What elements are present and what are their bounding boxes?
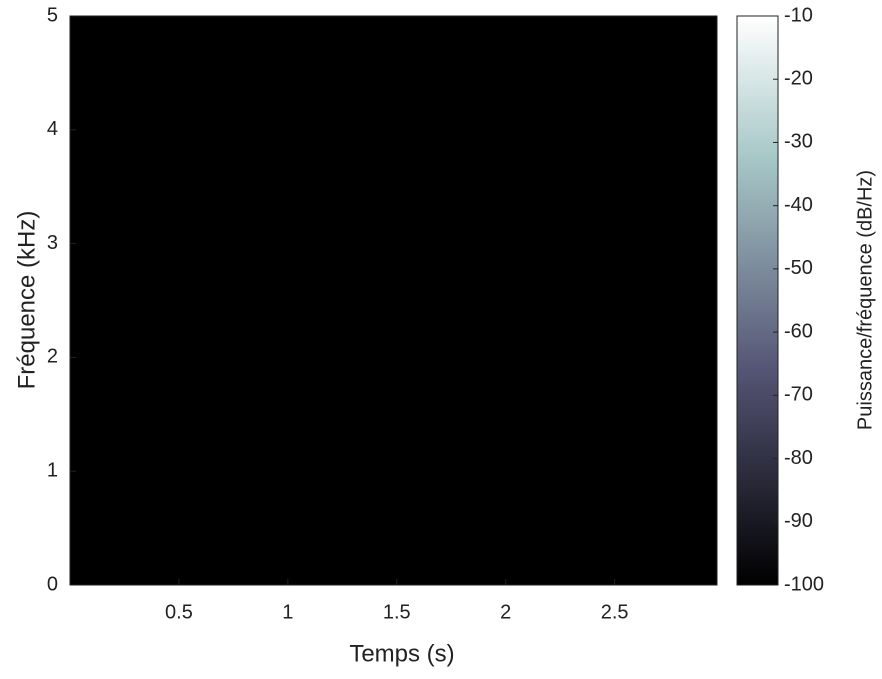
colorbar-tick-label: -20 (784, 68, 813, 90)
y-tick-label: 3 (47, 232, 58, 254)
colorbar-tick-label: -80 (784, 447, 813, 469)
y-tick-label: 4 (47, 118, 58, 140)
spectral-band (70, 499, 717, 512)
colorbar-tick-label: -70 (784, 384, 813, 406)
spectral-band (70, 567, 717, 580)
colorbar-tick-label: -60 (784, 320, 813, 342)
x-axis-label: Temps (s) (349, 640, 454, 667)
colorbar-tick-label: -100 (784, 573, 824, 595)
y-tick-label: 0 (47, 573, 58, 595)
colorbar (736, 15, 779, 586)
spectral-band (70, 531, 717, 544)
colorbar-tick-label: -90 (784, 510, 813, 532)
spectral-band (70, 557, 717, 570)
colorbar-tick-label: -40 (784, 194, 813, 216)
y-axis-label: Fréquence (kHz) (13, 211, 40, 390)
y-tick-label: 2 (47, 346, 58, 368)
x-tick-label: 0.5 (165, 601, 193, 623)
spectral-band (70, 482, 717, 495)
y-tick-label: 1 (47, 459, 58, 481)
x-tick-label: 1.5 (383, 601, 411, 623)
plot-frame (69, 15, 718, 586)
colorbar-tick-label: -50 (784, 257, 813, 279)
colorbar-tick-label: -10 (784, 4, 813, 26)
spectral-band (70, 544, 717, 557)
x-tick-label: 2 (500, 601, 511, 623)
colorbar-label: Puissance/fréquence (dB/Hz) (854, 170, 876, 430)
spectral-band (70, 516, 717, 529)
y-tick-label: 5 (47, 4, 58, 26)
x-tick-label: 1 (282, 601, 293, 623)
x-tick-label: 2.5 (601, 601, 629, 623)
colorbar-tick-label: -30 (784, 131, 813, 153)
